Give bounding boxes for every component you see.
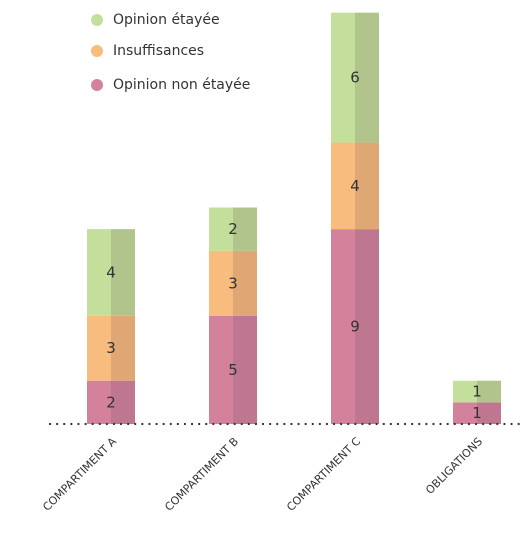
legend-item-opinion-non-etayee: Opinion non étayée <box>91 77 250 93</box>
legend-swatch <box>91 45 103 57</box>
bar-segment-compartiment-c-insuffisances-left-face <box>331 142 355 230</box>
bar-segment-compartiment-a-opinion-non-etayee: 2 <box>87 380 135 424</box>
data-label: 4 <box>350 177 360 195</box>
bar-segment-compartiment-b-opinion-non-etayee-right-face <box>233 315 257 424</box>
bar-segment-compartiment-c-opinion-etayee-left-face <box>331 12 355 143</box>
bar-segment-compartiment-b-insuffisances: 3 <box>209 250 257 316</box>
bar-segment-compartiment-b-opinion-etayee-right-face <box>233 207 257 251</box>
bar-segment-compartiment-a-opinion-etayee-right-face <box>111 229 135 316</box>
bar-segment-compartiment-b-opinion-non-etayee-left-face <box>209 315 233 424</box>
data-label: 9 <box>350 318 360 336</box>
legend-label: Opinion non étayée <box>113 77 250 93</box>
bar-segment-obligations-opinion-etayee-left-face <box>453 380 477 403</box>
bar-segment-compartiment-a-insuffisances-left-face <box>87 315 111 381</box>
bar-segment-obligations-opinion-etayee: 1 <box>453 380 501 403</box>
bar-segment-compartiment-c-insuffisances-right-face <box>355 142 379 230</box>
bar-segment-compartiment-b-opinion-etayee-left-face <box>209 207 233 251</box>
bar-segment-compartiment-a-insuffisances-right-face <box>111 315 135 381</box>
bar-segment-obligations-opinion-non-etayee: 1 <box>453 402 501 424</box>
legend-item-opinion-etayee: Opinion étayée <box>91 12 220 28</box>
data-label: 5 <box>228 361 238 379</box>
bar-segment-compartiment-b-insuffisances-left-face <box>209 250 233 316</box>
bar-segment-compartiment-b-opinion-etayee: 2 <box>209 207 257 251</box>
bar-segment-compartiment-c-opinion-non-etayee: 9 <box>331 229 379 424</box>
bar-segment-compartiment-c-opinion-non-etayee-right-face <box>355 229 379 424</box>
legend-swatch <box>91 79 103 91</box>
legend-label: Insuffisances <box>113 43 204 59</box>
bar-segment-obligations-opinion-non-etayee-left-face <box>453 402 477 424</box>
x-tick-label: COMPARTIMENT B <box>162 435 241 514</box>
bar-segment-compartiment-a-opinion-non-etayee-right-face <box>111 380 135 424</box>
data-label: 4 <box>106 263 116 281</box>
data-label: 3 <box>106 339 116 357</box>
data-label: 1 <box>472 404 482 422</box>
data-label: 2 <box>228 220 238 238</box>
bar-segment-compartiment-c-opinion-etayee: 6 <box>331 12 379 143</box>
bar-segment-compartiment-b-insuffisances-right-face <box>233 250 257 316</box>
bar-segment-compartiment-a-opinion-etayee-left-face <box>87 229 111 316</box>
bar-segment-obligations-opinion-non-etayee-right-face <box>477 402 501 424</box>
legend-item-insuffisances: Insuffisances <box>91 43 204 59</box>
bar-segment-compartiment-a-insuffisances: 3 <box>87 315 135 381</box>
bar-segment-obligations-opinion-etayee-right-face <box>477 380 501 403</box>
bar-segment-compartiment-c-insuffisances: 4 <box>331 142 379 230</box>
bar-segment-compartiment-c-opinion-etayee-right-face <box>355 12 379 143</box>
legend-swatch <box>91 14 103 26</box>
data-label: 1 <box>472 383 482 401</box>
data-label: 6 <box>350 69 360 87</box>
x-tick-label: COMPARTIMENT C <box>284 435 363 514</box>
x-tick-label: COMPARTIMENT A <box>40 435 119 514</box>
bar-segment-compartiment-b-opinion-non-etayee: 5 <box>209 315 257 424</box>
data-label: 3 <box>228 274 238 292</box>
bar-segment-compartiment-c-opinion-non-etayee-left-face <box>331 229 355 424</box>
bar-segment-compartiment-a-opinion-etayee: 4 <box>87 229 135 316</box>
data-label: 2 <box>106 393 116 411</box>
legend-label: Opinion étayée <box>113 12 220 28</box>
x-tick-label: OBLIGATIONS <box>423 435 485 497</box>
bar-segment-compartiment-a-opinion-non-etayee-left-face <box>87 380 111 424</box>
